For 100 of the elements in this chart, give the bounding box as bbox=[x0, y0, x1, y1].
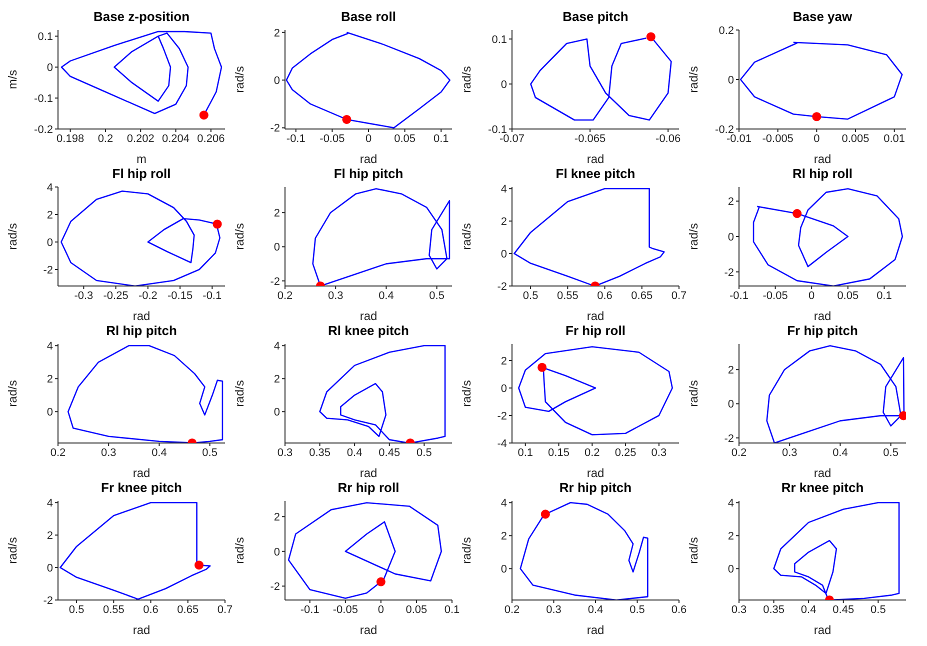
x-axis-title: rad bbox=[360, 152, 378, 166]
y-tick-label: 2 bbox=[500, 355, 507, 368]
x-tick-label: 0 bbox=[378, 604, 384, 616]
y-tick-label: 4 bbox=[728, 498, 734, 510]
y-tick-label: 2 bbox=[728, 530, 734, 543]
y-tick-label: 4 bbox=[46, 340, 53, 353]
y-axis-title: rad/s bbox=[232, 223, 246, 250]
y-tick-label: 0 bbox=[274, 242, 280, 254]
y-tick-label: 0 bbox=[46, 236, 53, 249]
x-tick-label: 0.2 bbox=[584, 446, 600, 459]
line-series bbox=[312, 188, 450, 286]
y-tick-label: 2 bbox=[274, 512, 280, 524]
x-tick-label: 0.1 bbox=[433, 132, 449, 145]
chart-title: Rr hip pitch bbox=[558, 479, 633, 497]
y-tick-label: 2 bbox=[274, 208, 280, 220]
chart-title: Base z-position bbox=[92, 8, 191, 26]
y-tick-label: -2 bbox=[497, 410, 507, 422]
x-tick-label: 0.1 bbox=[876, 290, 892, 302]
x-tick-label: -0.05 bbox=[320, 132, 345, 145]
y-axis-title: rad/s bbox=[232, 537, 246, 564]
x-tick-label: 0.6 bbox=[143, 604, 158, 616]
y-tick-label: -2 bbox=[270, 276, 280, 288]
line-series bbox=[60, 190, 221, 286]
y-axis-title: rad/s bbox=[459, 223, 474, 250]
x-axis-title: rad bbox=[132, 309, 150, 323]
x-tick-label: 0.1 bbox=[518, 446, 534, 459]
x-tick-label: 0 bbox=[814, 132, 820, 145]
x-tick-label: 0.198 bbox=[56, 132, 84, 145]
x-tick-label: 0.35 bbox=[763, 604, 785, 616]
y-tick-label: 4 bbox=[500, 184, 507, 196]
y-axis-title: rad/s bbox=[686, 223, 700, 250]
y-tick-label: 4 bbox=[274, 340, 280, 353]
y-tick-label: 0 bbox=[728, 231, 734, 244]
x-tick-label: 0.05 bbox=[406, 604, 428, 616]
y-tick-label: 0 bbox=[274, 75, 280, 87]
x-tick-label: 0.5 bbox=[883, 446, 898, 459]
y-axis-title: rad/s bbox=[232, 380, 246, 407]
y-tick-label: 2 bbox=[46, 374, 53, 386]
y-tick-label: 0 bbox=[500, 382, 507, 395]
x-axis-title: rad bbox=[814, 623, 832, 637]
y-tick-label: 0 bbox=[728, 564, 734, 576]
y-axis-title: rad/s bbox=[459, 66, 474, 93]
y-tick-label: -0.2 bbox=[34, 124, 53, 136]
y-tick-label: -2 bbox=[270, 581, 280, 594]
y-tick-label: -2 bbox=[724, 266, 734, 279]
x-tick-label: -0.25 bbox=[103, 290, 128, 302]
x-tick-label: 0.4 bbox=[832, 446, 848, 459]
x-tick-label: 0.7 bbox=[671, 290, 687, 302]
x-tick-label: 0.45 bbox=[832, 604, 854, 616]
y-tick-label: 2 bbox=[274, 27, 280, 40]
x-tick-label: -0.05 bbox=[332, 604, 358, 616]
x-tick-label: 0.65 bbox=[177, 604, 199, 616]
y-tick-label: 0 bbox=[46, 62, 53, 74]
x-tick-label: 0 bbox=[365, 132, 372, 145]
y-tick-label: -0.1 bbox=[34, 92, 53, 105]
x-axis-title: rad bbox=[814, 466, 832, 480]
x-tick-label: 0.55 bbox=[102, 604, 124, 616]
x-tick-label: -0.065 bbox=[574, 132, 606, 145]
y-tick-label: 4 bbox=[46, 498, 53, 510]
y-axis-title: rad/s bbox=[686, 66, 700, 93]
x-tick-label: 0.35 bbox=[309, 446, 331, 459]
x-tick-label: -0.06 bbox=[656, 132, 681, 145]
y-tick-label: 0 bbox=[46, 406, 53, 419]
y-axis-title: rad/s bbox=[5, 380, 20, 407]
line-series bbox=[286, 32, 450, 128]
y-tick-label: 0 bbox=[274, 546, 280, 558]
x-tick-label: -0.2 bbox=[138, 290, 158, 302]
x-tick-label: 0.4 bbox=[588, 604, 604, 616]
x-tick-label: 0.2 bbox=[98, 132, 114, 145]
x-axis-title: rad bbox=[360, 623, 378, 637]
x-tick-label: 0.5 bbox=[522, 290, 538, 302]
x-tick-label: 0.6 bbox=[671, 604, 687, 616]
x-tick-label: 0.3 bbox=[100, 446, 116, 459]
y-tick-label: 0 bbox=[728, 398, 734, 411]
x-tick-label: 0.7 bbox=[217, 604, 233, 616]
x-tick-label: -0.1 bbox=[286, 132, 306, 145]
x-axis-title: rad bbox=[360, 466, 378, 480]
y-axis-title: rad/s bbox=[5, 223, 20, 250]
x-tick-label: 0.4 bbox=[346, 446, 362, 459]
y-tick-label: 2 bbox=[728, 364, 734, 377]
x-tick-label: -0.3 bbox=[74, 290, 94, 302]
y-tick-label: 2 bbox=[728, 196, 734, 208]
y-tick-label: -2 bbox=[43, 264, 53, 276]
y-tick-label: -2 bbox=[724, 432, 734, 445]
x-tick-label: 0.3 bbox=[546, 604, 562, 616]
x-tick-label: 0.5 bbox=[630, 604, 645, 616]
y-tick-label: 0.2 bbox=[718, 24, 734, 37]
x-axis-title: rad bbox=[586, 466, 604, 480]
x-axis-title: rad bbox=[132, 466, 150, 480]
x-tick-label: 0.4 bbox=[378, 290, 394, 302]
chart-title: Rr hip roll bbox=[336, 479, 400, 497]
x-tick-label: -0.05 bbox=[762, 290, 788, 302]
y-tick-label: 4 bbox=[46, 182, 53, 194]
x-tick-label: 0.5 bbox=[68, 604, 84, 616]
x-tick-label: 0.01 bbox=[884, 132, 906, 145]
line-series bbox=[740, 42, 903, 120]
x-tick-label: 0.3 bbox=[277, 446, 293, 459]
x-tick-label: 0.25 bbox=[614, 446, 636, 459]
x-axis-title: rad bbox=[360, 309, 378, 323]
x-tick-label: -0.15 bbox=[168, 290, 193, 302]
